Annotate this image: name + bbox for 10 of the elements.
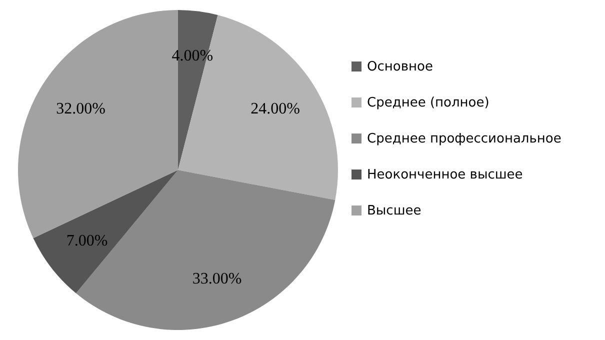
legend-label: Среднее профессиональное [367, 132, 562, 146]
legend-label: Высшее [367, 204, 422, 218]
data-label: 32.00% [56, 100, 106, 118]
legend-label: Основное [367, 60, 433, 74]
data-label: 24.00% [250, 100, 300, 118]
legend-label: Неоконченное высшее [367, 168, 523, 182]
data-label: 7.00% [66, 232, 108, 250]
legend-label: Среднее (полное) [367, 96, 490, 110]
data-label: 33.00% [192, 270, 242, 288]
pie-slice [33, 170, 178, 294]
